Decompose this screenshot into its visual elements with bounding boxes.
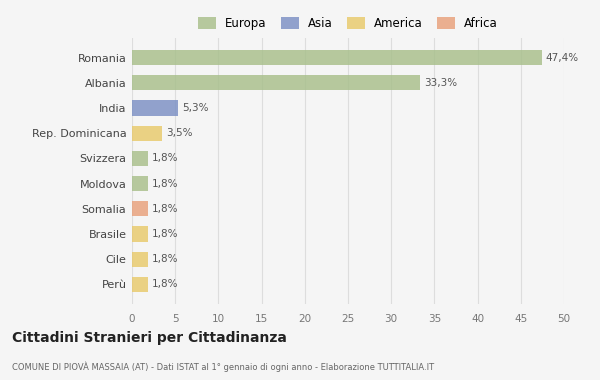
Bar [132,151,148,166]
Text: 1,8%: 1,8% [152,154,178,163]
Text: 1,8%: 1,8% [152,229,178,239]
Legend: Europa, Asia, America, Africa: Europa, Asia, America, Africa [198,17,498,30]
Text: 1,8%: 1,8% [152,279,178,289]
Text: COMUNE DI PIOVÀ MASSAIA (AT) - Dati ISTAT al 1° gennaio di ogni anno - Elaborazi: COMUNE DI PIOVÀ MASSAIA (AT) - Dati ISTA… [12,361,434,372]
Bar [132,126,162,141]
Bar [132,252,148,267]
Bar [132,226,148,242]
Text: 5,3%: 5,3% [182,103,209,113]
Bar [132,100,178,116]
Bar [132,75,420,90]
Bar [132,277,148,292]
Text: 33,3%: 33,3% [424,78,457,88]
Bar [132,201,148,216]
Text: 1,8%: 1,8% [152,254,178,264]
Text: 3,5%: 3,5% [167,128,193,138]
Text: 1,8%: 1,8% [152,204,178,214]
Text: 47,4%: 47,4% [546,53,579,63]
Text: 1,8%: 1,8% [152,179,178,188]
Bar [132,176,148,191]
Bar [132,50,542,65]
Text: Cittadini Stranieri per Cittadinanza: Cittadini Stranieri per Cittadinanza [12,331,287,345]
